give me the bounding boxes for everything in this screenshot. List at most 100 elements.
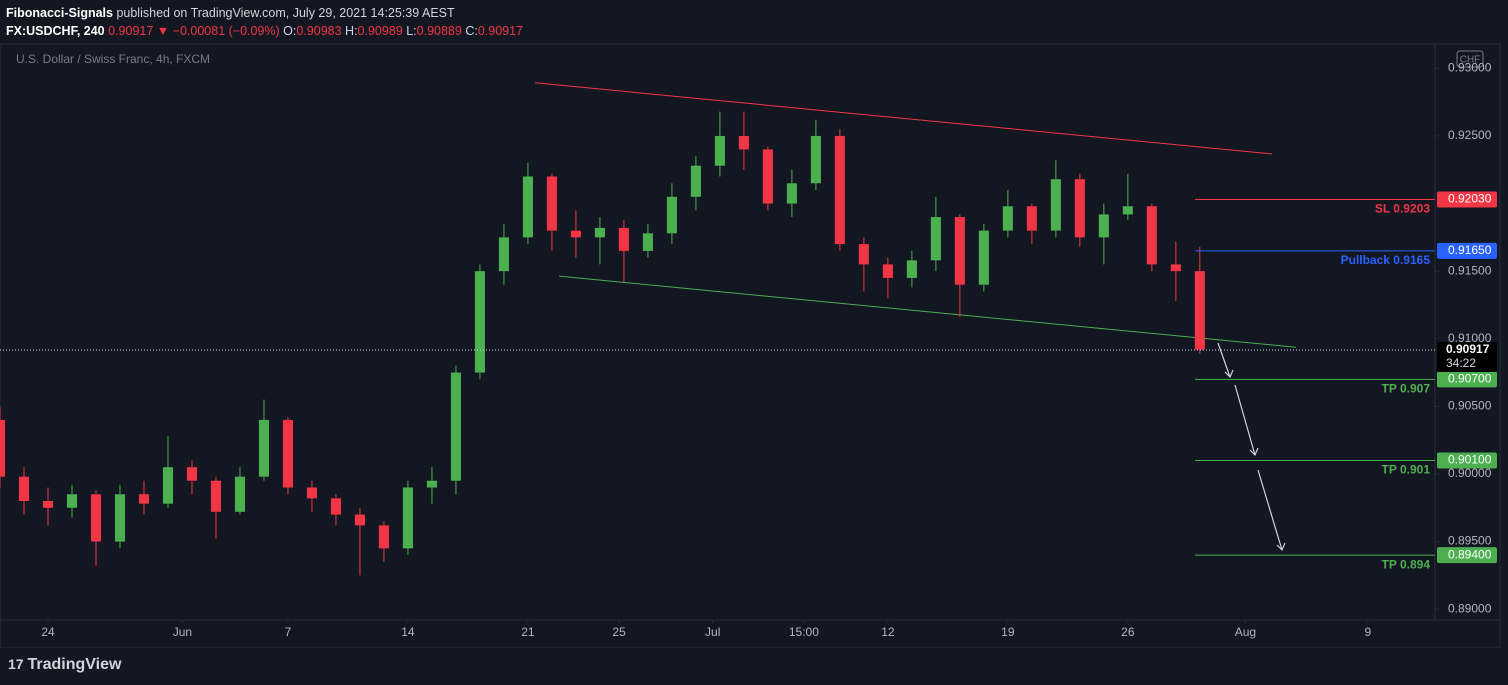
level-axis-box [1437,191,1497,208]
arrow-head [1224,369,1234,379]
candle-body [906,260,917,278]
ohlc-value: 0.90917 [477,24,524,38]
candle-body [90,494,102,542]
x-tick-label: 9 [1364,625,1371,639]
candle-body [378,525,389,549]
y-tick-label: 0.93000 [1448,61,1492,75]
candle-body [426,480,437,488]
pane [0,43,1501,648]
candle-body [978,230,989,285]
candle-body [114,494,126,542]
x-tick-label: Jun [173,625,192,639]
arrow [1257,469,1283,551]
candle-body [642,233,653,251]
currency-box [1456,50,1484,68]
ohlc-value: 0.90983 [296,24,342,38]
candle-body [0,419,6,477]
trend-line [559,275,1296,348]
x-tick-label: 7 [285,625,292,639]
symbol: FX:USDCHF, 240 [6,24,105,38]
currency: CHF [1460,55,1481,66]
x-tick-label: Aug [1235,625,1256,639]
header-line: FX:USDCHF, 240 0.90917 ▼ −0.00081 (−0.09… [6,22,523,40]
x-tick-label: 12 [881,625,895,639]
x-tick-label: Jul [705,625,720,639]
level-axis-label: 0.90700 [1448,371,1492,385]
level-label: SL 0.9203 [1375,202,1430,216]
candle-body [690,165,701,197]
candle-body [930,217,941,261]
level-axis-label: 0.92030 [1448,192,1492,206]
candle-body [1002,206,1013,231]
candle-body [546,176,557,231]
candle-body [186,467,198,481]
candle-body [66,494,78,508]
candle-body [810,135,821,184]
candle-body [738,135,749,150]
level-axis-label: 0.89400 [1448,547,1492,561]
candle-body [354,514,365,526]
published: published on TradingView.com, July 29, 2… [116,6,455,20]
chart-title: U.S. Dollar / Swiss Franc, 4h, FXCM [16,52,210,66]
y-tick-label: 0.91000 [1448,331,1492,345]
candle-body [234,476,246,512]
candle-body [210,480,222,512]
candle-body [570,230,581,238]
arrow [1234,384,1256,456]
brand: TradingView [27,656,122,673]
x-tick-label: 14 [401,625,415,639]
candle-body [714,135,725,166]
y-tick-label: 0.90500 [1448,399,1492,413]
ohlc-value: 0.90989 [357,24,403,38]
candle-body [1050,179,1061,231]
candle-body [1074,179,1085,238]
level-axis-box [1437,371,1497,388]
level-label: Pullback 0.9165 [1341,253,1431,267]
footer: 17 TradingView [8,656,121,674]
change: −0.00081 (−0.09%) [172,24,280,38]
candle-body [1122,206,1133,215]
candle-body [762,149,773,204]
candle-body [282,419,293,488]
candle-body [258,419,270,477]
arrows [1217,342,1286,552]
y-tick-label: 0.92500 [1448,128,1492,142]
ohlc: O:0.90983 H:0.90989 L:0.90889 C:0.90917 [283,24,523,38]
candle-body [834,135,845,245]
arrow-head [1276,542,1286,552]
ohlc-label: H: [345,24,358,38]
candle-body [474,271,485,373]
candle-body [450,372,461,481]
candle-body [594,227,605,238]
candle-body [1194,271,1205,350]
candle-body [18,476,30,502]
logo: 17 [8,656,28,672]
x-tick-label: 24 [41,625,55,639]
header-line: Fibonacci-Signals published on TradingVi… [6,4,523,22]
candle-body [954,217,965,285]
publisher: Fibonacci-Signals [6,6,113,20]
candle-body [162,467,174,504]
ohlc-label: C: [465,24,478,38]
x-tick-label: 21 [521,625,535,639]
x-tick-label: 26 [1121,625,1135,639]
y-tick-label: 0.89000 [1448,601,1492,615]
level-axis-label: 0.91650 [1448,243,1492,257]
y-tick-label: 0.91500 [1448,263,1492,277]
candle-body [618,227,629,251]
candle-body [1026,206,1037,231]
x-tick-label: 25 [612,625,626,639]
price: 0.90917 [108,24,154,38]
candle-body [858,244,869,265]
candle-body [1098,214,1109,238]
x-tick-label: 15:00 [789,625,819,639]
candle-body [306,487,317,499]
level-label: TP 0.901 [1382,463,1431,477]
candle-body [666,196,677,234]
candle-body [786,183,797,204]
candle-body [882,264,893,278]
level-axis-label: 0.90100 [1448,453,1492,467]
ohlc-value: 0.90889 [416,24,462,38]
candle-body [42,501,54,508]
trend-line [535,82,1272,155]
